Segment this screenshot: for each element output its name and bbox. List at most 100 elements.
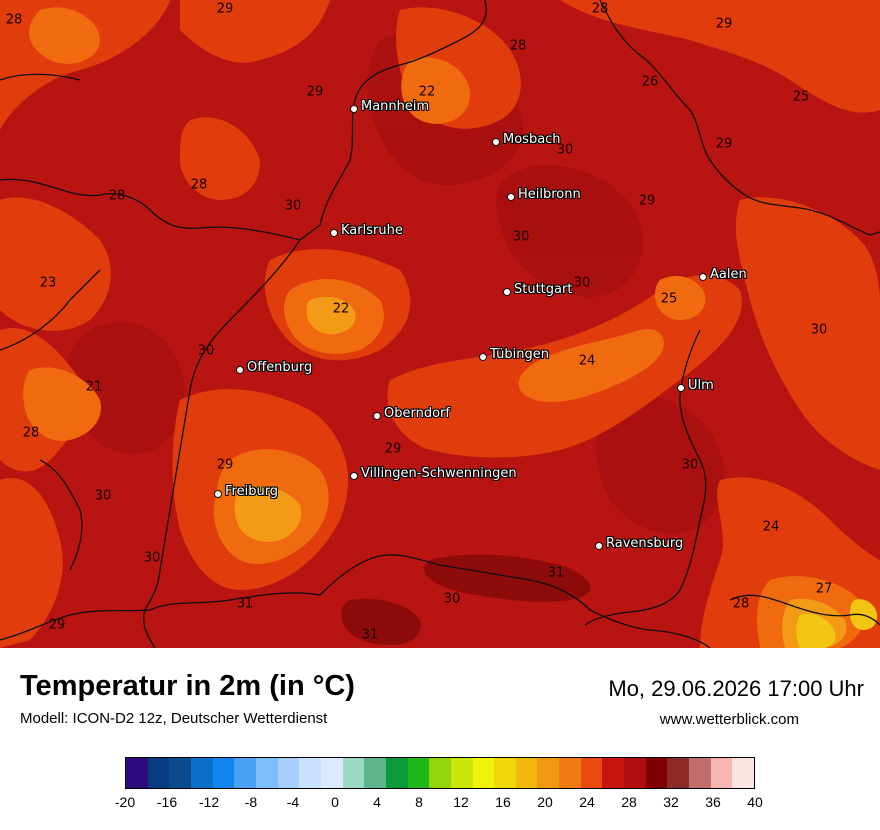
temperature-value: 30 [94, 488, 112, 504]
temperature-value: 28 [591, 1, 609, 17]
legend-swatch [624, 758, 646, 788]
legend-swatch [515, 758, 538, 788]
legend-swatch [494, 758, 516, 788]
city-dot [492, 138, 500, 146]
legend-swatch [580, 758, 603, 788]
city-dot [479, 353, 487, 361]
temperature-value: 25 [792, 89, 810, 105]
city-label: Villingen-Schwenningen [361, 466, 517, 481]
city-label: Aalen [710, 267, 747, 282]
legend-tick-label: 4 [373, 794, 381, 810]
legend-swatch [689, 758, 711, 788]
temperature-value: 28 [509, 38, 527, 54]
legend-tick-label: 8 [415, 794, 423, 810]
temperature-value: 22 [332, 301, 350, 317]
color-scale-ticks: -20 -16 -12 -8 -4 0 4 8 12 16 20 24 28 32 36 40 [115, 794, 763, 814]
temperature-value: 26 [641, 74, 659, 90]
city-dot [350, 105, 358, 113]
legend-tick-label: 28 [621, 794, 637, 810]
city-dot [677, 384, 685, 392]
temperature-value: 30 [556, 142, 574, 158]
city-dot [330, 229, 338, 237]
city-dot [350, 472, 358, 480]
legend-tick-label: 20 [537, 794, 553, 810]
temperature-value: 29 [715, 16, 733, 32]
legend-tick-label: 40 [747, 794, 763, 810]
temperature-field [0, 0, 880, 648]
city-label: Ravensburg [606, 536, 684, 551]
legend-swatch [147, 758, 170, 788]
temperature-value: 27 [815, 581, 833, 597]
temperature-value: 29 [715, 136, 733, 152]
legend-swatch [710, 758, 733, 788]
city-label: Freiburg [225, 484, 279, 499]
legend-swatch [450, 758, 473, 788]
temperature-value: 29 [384, 441, 402, 457]
color-scale-legend [125, 757, 755, 789]
legend-swatch [299, 758, 321, 788]
temperature-value: 29 [638, 193, 656, 209]
temperature-value: 30 [284, 198, 302, 214]
city-label: Oberndorf [384, 406, 450, 421]
temperature-value: 21 [85, 379, 103, 395]
legend-swatch [364, 758, 386, 788]
temperature-value: 31 [361, 627, 379, 643]
city-dot [595, 542, 603, 550]
legend-swatch [255, 758, 278, 788]
legend-swatch [385, 758, 408, 788]
legend-swatch [277, 758, 300, 788]
city-dot [507, 193, 515, 201]
legend-swatch [407, 758, 430, 788]
city-label: Heilbronn [518, 187, 581, 202]
legend-swatch [732, 758, 755, 788]
city-dot [373, 412, 381, 420]
legend-tick-label: -12 [198, 794, 220, 810]
city-label: Mosbach [503, 132, 561, 147]
city-label: Stuttgart [514, 282, 573, 297]
city-dot [214, 490, 222, 498]
legend-tick-label: -16 [156, 794, 178, 810]
temperature-value: 28 [108, 188, 126, 204]
temperature-value: 28 [732, 596, 750, 612]
legend-tick-label: 12 [453, 794, 469, 810]
legend-swatch [190, 758, 213, 788]
city-label: Ulm [688, 378, 714, 393]
legend-swatch [559, 758, 581, 788]
temperature-value: 23 [39, 275, 57, 291]
model-source: Modell: ICON-D2 12z, Deutscher Wetterdie… [20, 710, 328, 727]
temperature-value: 28 [190, 177, 208, 193]
temperature-value: 25 [660, 291, 678, 307]
temperature-value: 31 [547, 565, 565, 581]
legend-tick-label: 0 [331, 794, 339, 810]
temperature-value: 30 [143, 550, 161, 566]
temperature-value: 30 [810, 322, 828, 338]
temperature-value: 30 [443, 591, 461, 607]
city-label: Karlsruhe [341, 223, 403, 238]
legend-swatch [212, 758, 235, 788]
legend-swatch [342, 758, 365, 788]
legend-tick-label: 32 [663, 794, 679, 810]
legend-swatch [602, 758, 625, 788]
temperature-value: 22 [418, 84, 436, 100]
legend-tick-label: 36 [705, 794, 721, 810]
map-footer: Temperatur in 2m (in °C) Modell: ICON-D2… [0, 648, 880, 830]
city-dot [503, 288, 511, 296]
map-title: Temperatur in 2m (in °C) [20, 670, 355, 702]
legend-swatch [169, 758, 191, 788]
temperature-value: 29 [48, 617, 66, 633]
legend-swatch [126, 758, 148, 788]
legend-tick-label: -20 [114, 794, 136, 810]
temperature-value: 30 [512, 229, 530, 245]
website-url: www.wetterblick.com [659, 711, 799, 728]
temperature-value: 30 [681, 457, 699, 473]
legend-tick-label: 16 [495, 794, 511, 810]
legend-swatch [645, 758, 668, 788]
legend-swatch [234, 758, 256, 788]
temperature-value: 29 [216, 457, 234, 473]
temperature-value: 24 [578, 353, 596, 369]
temperature-value: 29 [216, 1, 234, 17]
city-dot [236, 366, 244, 374]
temperature-value: 31 [236, 596, 254, 612]
legend-swatch [320, 758, 343, 788]
temperature-value: 28 [5, 12, 23, 28]
